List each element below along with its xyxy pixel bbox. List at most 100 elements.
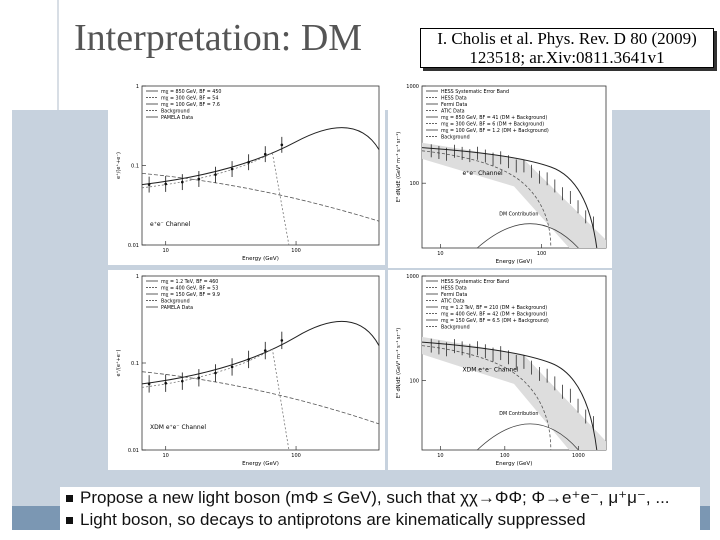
- legend-entry: Background: [161, 298, 190, 304]
- plot-frame: [421, 275, 607, 451]
- dm-curve: [476, 223, 579, 249]
- y-tick-label: 1: [136, 84, 139, 90]
- x-tick-label: 10: [163, 248, 169, 254]
- legend-entry: ATIC Data: [441, 108, 465, 114]
- model-curve: [421, 345, 552, 451]
- y-tick-label: 100: [409, 378, 419, 384]
- dm-curve: [476, 423, 579, 451]
- y-tick-label: 1: [136, 274, 139, 280]
- x-tick-label: 100: [500, 453, 510, 459]
- panel-bg: [108, 80, 385, 265]
- legend-entry: PAMELA Data: [161, 305, 193, 311]
- error-band: [422, 336, 606, 450]
- legend-entry: mχ = 850 GeV, BF = 450: [161, 89, 221, 95]
- legend-entry: Background: [441, 324, 470, 330]
- x-tick-label: 1000: [572, 453, 585, 459]
- y-tick-label: 1000: [406, 84, 419, 90]
- legend-entry: mχ = 100 GeV, BF = 1.2 (DM + Background): [441, 128, 549, 134]
- legend-entry: PAMELA Data: [161, 115, 193, 121]
- data-point: [263, 349, 267, 352]
- legend-entry: mχ = 850 GeV, BF = 41 (DM + Background): [441, 115, 547, 121]
- y-axis-label: E³ dN/dE (GeV² m⁻² s⁻¹ sr⁻¹): [396, 328, 402, 398]
- citation-line: 123518; ar.Xiv:0811.3641v1: [469, 48, 665, 67]
- model-curve: [141, 152, 290, 246]
- x-tick-label: 100: [291, 453, 301, 459]
- y-tick-label: 0.01: [128, 448, 139, 454]
- bullet: Propose a new light boson (mΦ ≤ GeV), su…: [60, 487, 700, 509]
- data-point: [280, 143, 284, 147]
- plot-panel: 1 0.1 0.01 10 100 Energy (GeV) e⁺/(e⁺+e⁻) mχ = …: [108, 80, 385, 265]
- error-band: [422, 142, 606, 248]
- figure: 1 0.1 0.01 10 100 Energy (GeV) e⁺/(e⁺+e⁻) mχ = …: [108, 80, 612, 470]
- y-tick-label: 0.1: [131, 164, 139, 170]
- bullet-list: Propose a new light boson (mΦ ≤ GeV), su…: [60, 487, 700, 536]
- model-curve: [421, 147, 598, 249]
- plot-frame: [421, 85, 607, 249]
- citation: I. Cholis et al. Phys. Rev. D 80 (2009) …: [420, 28, 714, 68]
- legend-entry: Fermi Data: [441, 102, 467, 108]
- legend-entry: HESS Data: [441, 95, 467, 101]
- y-axis-label: E³ dN/dE (GeV² m⁻² s⁻¹ sr⁻¹): [396, 132, 402, 202]
- model-curve: [141, 320, 380, 385]
- data-point: [280, 339, 284, 342]
- x-tick-label: 10: [163, 453, 169, 459]
- legend-entry: Background: [161, 108, 190, 114]
- plot-panel: 1000 100 10 100 Energy (GeV) E³ dN/dE (GeV² m…: [388, 80, 612, 268]
- legend-entry: Background: [441, 134, 470, 140]
- model-curve: [141, 127, 380, 186]
- data-point: [180, 379, 184, 383]
- channel-label: XDM e⁺e⁻ Channel: [150, 424, 206, 431]
- data-point: [164, 182, 167, 186]
- plot-panel: 1000 100 10 100 1000 Energy (GeV) E³ dN/dE (Ge…: [388, 270, 612, 470]
- data-point: [147, 183, 151, 186]
- y-axis-label: e⁺/(e⁺+e⁻): [116, 152, 122, 179]
- x-axis-label: Energy (GeV): [496, 259, 533, 265]
- annotation: DM Contribution: [499, 212, 538, 218]
- channel-label: XDM e⁺e⁻ Channel: [462, 367, 518, 374]
- x-axis-label: Energy (GeV): [242, 461, 279, 467]
- data-point: [247, 160, 250, 164]
- legend-entry: HESS Systematic Error Band: [441, 279, 509, 285]
- legend-entry: mχ = 400 GeV, BF = 53: [161, 285, 218, 291]
- data-point: [180, 180, 184, 184]
- legend-entry: mχ = 300 GeV, BF = 54: [161, 95, 218, 101]
- bullet: Light boson, so decays to antiprotons ar…: [60, 509, 700, 531]
- x-axis-label: Energy (GeV): [242, 256, 279, 262]
- citation-line: I. Cholis et al. Phys. Rev. D 80 (2009): [437, 29, 697, 48]
- model-curve: [421, 341, 598, 451]
- legend-entry: ATIC Data: [441, 298, 465, 304]
- channel-label: e⁺e⁻ Channel: [462, 170, 503, 177]
- legend-entry: HESS Systematic Error Band: [441, 89, 509, 95]
- x-axis-label: Energy (GeV): [496, 461, 533, 467]
- x-tick-label: 100: [291, 248, 301, 254]
- x-tick-label: 10: [437, 251, 443, 257]
- data-point: [147, 382, 151, 386]
- legend-entry: mχ = 150 GeV, BF = 9.9: [161, 292, 220, 298]
- panel-bg: [108, 270, 385, 470]
- x-tick-label: 100: [537, 251, 547, 257]
- plot-panel: 1 0.1 0.01 10 100 Energy (GeV) e⁺/(e⁺+e⁻) mχ = …: [108, 270, 385, 470]
- data-point: [214, 173, 217, 176]
- data-point: [230, 167, 234, 171]
- legend-entry: mχ = 1.2 TeV, BF = 210 (DM + Background): [441, 305, 547, 311]
- legend-entry: Fermi Data: [441, 292, 467, 298]
- model-curve: [421, 150, 552, 249]
- legend-entry: mχ = 400 GeV, BF = 42 (DM + Background): [441, 311, 547, 317]
- y-tick-label: 1000: [406, 274, 419, 280]
- y-tick-label: 100: [409, 181, 419, 187]
- legend-entry: HESS Data: [441, 285, 467, 291]
- x-tick-label: 10: [437, 453, 443, 459]
- data-point: [247, 358, 250, 361]
- y-tick-label: 0.01: [128, 243, 139, 249]
- y-tick-label: 0.1: [131, 361, 139, 367]
- channel-label: e⁺e⁻ Channel: [150, 221, 191, 228]
- data-point: [230, 365, 234, 369]
- data-point: [197, 177, 201, 181]
- model-curve: [141, 348, 290, 451]
- legend-entry: mχ = 100 GeV, BF = 7.6: [161, 102, 220, 108]
- background-curve: [141, 173, 380, 222]
- data-point: [164, 381, 167, 385]
- annotation: DM Contribution: [499, 411, 538, 417]
- legend-entry: mχ = 300 GeV, BF = 6 (DM + Background): [441, 121, 544, 127]
